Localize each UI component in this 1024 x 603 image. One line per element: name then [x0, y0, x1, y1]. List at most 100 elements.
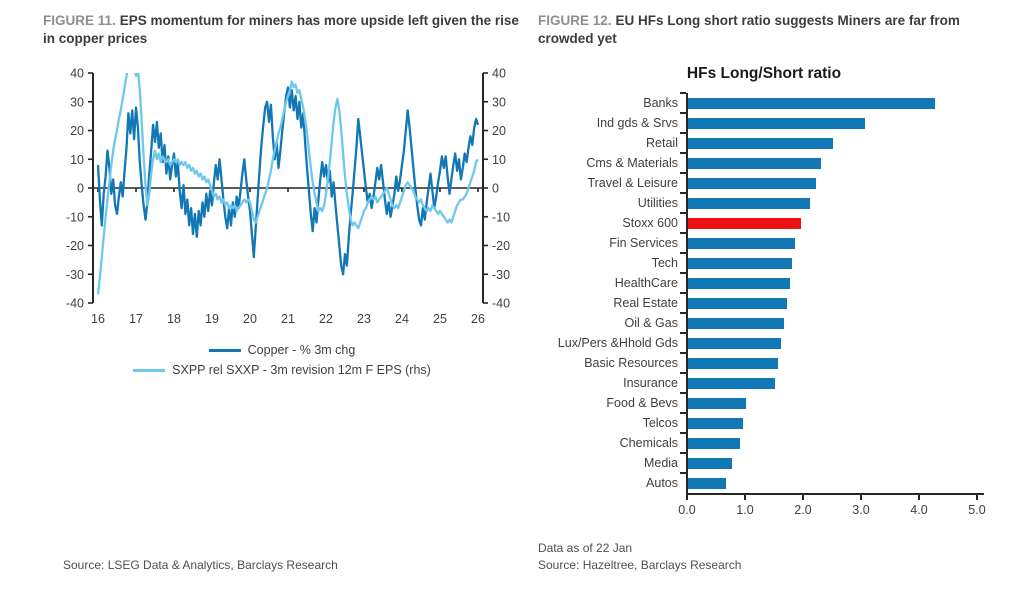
bar: [688, 437, 741, 449]
bar-category-label: Cms & Materials: [586, 156, 678, 171]
bar-category-label: Media: [643, 456, 678, 471]
y-axis-label-left: -40: [66, 297, 84, 311]
bar-row-retail: Retail: [538, 132, 990, 154]
bar-chart-title: HFs Long/Short ratio: [686, 65, 842, 83]
bar-category-label: Basic Resources: [584, 356, 678, 371]
bar-category-label: Banks: [643, 96, 678, 111]
y-axis-label-right: -30: [492, 268, 510, 282]
figure-12-title: EU HFs Long short ratio suggests Miners …: [538, 13, 960, 46]
figure-12-source: Source: Hazeltree, Barclays Research: [538, 558, 742, 573]
bar: [688, 217, 802, 229]
x-axis-label: 16: [91, 312, 105, 326]
bar-track: [680, 372, 990, 394]
bar-track: [680, 112, 990, 134]
bar-row-tech: Tech: [538, 252, 990, 274]
x-axis-tick: [976, 495, 978, 501]
bar-row-basic-resources: Basic Resources: [538, 352, 990, 374]
bar: [688, 277, 790, 289]
bar-track: [680, 352, 990, 374]
bar: [688, 137, 833, 149]
bar-track: [680, 132, 990, 154]
bar-category-label: Stoxx 600: [622, 216, 678, 231]
figure-12-notes: Data as of 22 Jan Source: Hazeltree, Bar…: [538, 540, 741, 575]
series-line-1: [96, 73, 479, 295]
figure-12-data-note: Data as of 22 Jan: [538, 541, 633, 555]
bar-row-ind-gds-srvs: Ind gds & Srvs: [538, 112, 990, 134]
bar-track: [680, 172, 990, 194]
y-axis-label-right: 10: [492, 153, 506, 167]
bar-track: [680, 412, 990, 434]
bar: [688, 417, 744, 429]
bar-category-label: Lux/Pers &Hhold Gds: [557, 336, 678, 351]
bar-track: [680, 332, 990, 354]
bar-row-stoxx-600: Stoxx 600: [538, 212, 990, 234]
bar-track: [680, 432, 990, 454]
bar-track: [680, 232, 990, 254]
legend-label-copper: Copper - % 3m chg: [247, 343, 356, 358]
x-axis-tick: [802, 495, 804, 501]
y-axis-label-right: -40: [492, 297, 510, 311]
bar-row-cms-materials: Cms & Materials: [538, 152, 990, 174]
bar: [688, 477, 726, 489]
bar-track: [680, 292, 990, 314]
eps-momentum-line-chart: 40 40 30 30 20 20 10 10 0 0 -10 -10 -20 -20 -30 -30 -40 -…: [51, 63, 521, 338]
line-chart-svg: 40 40 30 30 20 20 10 10 0 0 -10 -10 -20 -20 -30 -30 -40 -…: [66, 67, 510, 327]
legend-swatch-copper: [208, 348, 241, 352]
bar: [688, 257, 793, 269]
x-axis-label: 19: [205, 312, 219, 326]
bar-category-label: Food & Bevs: [606, 396, 678, 411]
series-group: [96, 73, 480, 295]
bar-row-utilities: Utilities: [538, 192, 990, 214]
bar-row-lux-pers-hhold-gds: Lux/Pers &Hhold Gds: [538, 332, 990, 354]
y-axis-label-left: 20: [70, 124, 84, 138]
bar: [688, 357, 778, 369]
bar-category-label: Utilities: [637, 196, 678, 211]
bar-category-label: Fin Services: [609, 236, 678, 251]
bar: [688, 237, 796, 249]
x-axis-label: 22: [319, 312, 333, 326]
figure-11: FIGURE 11. EPS momentum for miners has mo…: [43, 12, 521, 572]
x-axis-label: 26: [471, 312, 485, 326]
hf-long-short-bar-chart: Banks Ind gds & Srvs Retail Cms & Materials…: [538, 92, 990, 519]
x-axis-label: 3.0: [852, 503, 870, 518]
x-axis-label: 4.0: [910, 503, 928, 518]
figure-12-heading: FIGURE 12. EU HFs Long short ratio sugges…: [538, 12, 990, 47]
figure-11-label: FIGURE 11.: [43, 13, 116, 28]
bar: [688, 157, 822, 169]
bar: [688, 177, 816, 189]
bar-row-travel-leisure: Travel & Leisure: [538, 172, 990, 194]
bar: [688, 397, 746, 409]
y-axis-label-right: -10: [492, 210, 510, 224]
x-axis-label: 20: [243, 312, 257, 326]
y-axis-label-left: 0: [77, 182, 84, 196]
x-axis-tick: [686, 495, 688, 501]
bar-row-telcos: Telcos: [538, 412, 990, 434]
bar: [688, 317, 784, 329]
bar-category-label: Telcos: [642, 416, 678, 431]
x-axis-tick: [744, 495, 746, 501]
bar-track: [680, 92, 990, 114]
legend-swatch-sxpp: [133, 368, 166, 372]
figure-12: FIGURE 12. EU HFs Long short ratio sugges…: [538, 12, 990, 572]
bar-row-healthcare: HealthCare: [538, 272, 990, 294]
legend-label-sxpp: SXPP rel SXXP - 3m revision 12m F EPS (r…: [172, 363, 431, 378]
bar-row-autos: Autos: [538, 472, 990, 494]
bar-x-axis: 0.0 1.0 2.0 3.0 4.0 5.0: [678, 493, 986, 519]
x-axis-label: 2.0: [794, 503, 812, 518]
bar-category-label: Retail: [646, 136, 678, 151]
x-axis-label: 24: [395, 312, 409, 326]
bar-category-label: HealthCare: [614, 276, 678, 291]
y-axis-label-right: 40: [492, 67, 506, 81]
bar-track: [680, 452, 990, 474]
figure-11-source: Source: LSEG Data & Analytics, Barclays …: [63, 558, 338, 572]
y-axis-label-right: -20: [492, 239, 510, 253]
x-axis-label: 21: [281, 312, 295, 326]
y-axis-label-right: 0: [492, 182, 499, 196]
legend-item-sxpp: SXPP rel SXXP - 3m revision 12m F EPS (r…: [133, 360, 431, 380]
x-axis-label: 18: [167, 312, 181, 326]
figure-12-label: FIGURE 12.: [538, 13, 612, 28]
y-axis-label-right: 20: [492, 124, 506, 138]
y-axis-label-right: 30: [492, 95, 506, 109]
bar-track: [680, 392, 990, 414]
